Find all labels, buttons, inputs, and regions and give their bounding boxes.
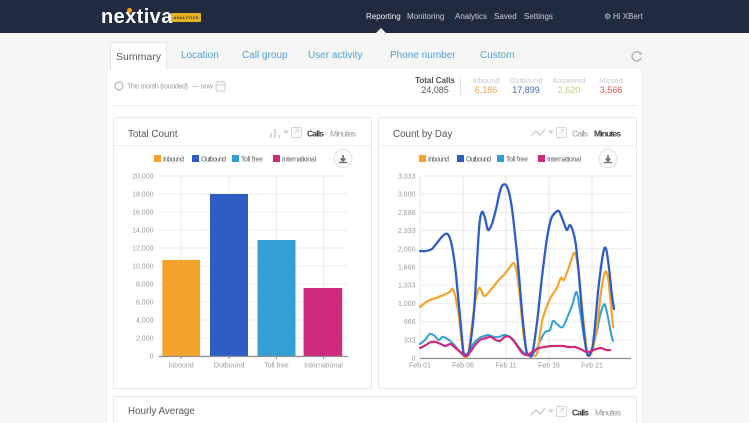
svg-text:Feb 21: Feb 21 (581, 363, 603, 370)
svg-text:6,000: 6,000 (136, 300, 154, 307)
svg-text:0: 0 (150, 354, 154, 361)
svg-text:1,333: 1,333 (398, 283, 416, 290)
svg-text:Minutes: Minutes (330, 129, 356, 139)
svg-text:Inbound: Inbound (428, 157, 449, 164)
svg-text:2,333: 2,333 (398, 228, 416, 235)
svg-text:4,000: 4,000 (136, 318, 154, 325)
svg-text:Count by Day: Count by Day (393, 129, 452, 140)
svg-text:Calls: Calls (572, 408, 589, 418)
svg-text:0: 0 (412, 356, 416, 363)
svg-text:Inbound: Inbound (163, 157, 184, 164)
svg-text:Inbound: Inbound (168, 363, 193, 370)
svg-text:Feb 16: Feb 16 (538, 363, 560, 370)
svg-text:This month (rounded): This month (rounded) (127, 84, 188, 91)
svg-text:Toll free: Toll free (241, 157, 263, 164)
svg-text:333: 333 (404, 337, 416, 344)
svg-text:now: now (201, 84, 214, 91)
svg-text:2,666: 2,666 (398, 210, 416, 217)
svg-text:12,000: 12,000 (132, 246, 154, 253)
svg-text:—: — (192, 84, 199, 91)
svg-text:18,000: 18,000 (132, 192, 154, 199)
svg-text:8,000: 8,000 (136, 282, 154, 289)
svg-text:Toll free: Toll free (264, 363, 289, 370)
svg-text:Toll free: Toll free (506, 157, 528, 164)
svg-text:10,000: 10,000 (132, 264, 154, 271)
svg-text:14,000: 14,000 (132, 228, 154, 235)
svg-text:2,000: 2,000 (398, 246, 416, 253)
svg-text:International: International (547, 157, 581, 164)
svg-text:International: International (304, 363, 343, 370)
svg-text:Calls: Calls (572, 129, 588, 139)
svg-text:Outbound: Outbound (201, 157, 226, 164)
svg-text:Feb 01: Feb 01 (409, 363, 431, 370)
svg-text:Outbound: Outbound (214, 363, 245, 370)
svg-text:3,333: 3,333 (398, 174, 416, 181)
svg-text:3,000: 3,000 (398, 192, 416, 199)
svg-text:Outbound: Outbound (466, 157, 491, 164)
svg-text:Minutes: Minutes (594, 129, 621, 139)
svg-text:1,000: 1,000 (398, 301, 416, 308)
svg-text:Minutes: Minutes (595, 408, 621, 418)
svg-text:Hourly Average: Hourly Average (128, 406, 195, 417)
svg-text:2,000: 2,000 (136, 336, 154, 343)
svg-text:International: International (282, 157, 316, 164)
svg-text:Calls: Calls (307, 129, 324, 139)
svg-text:Total Count: Total Count (128, 129, 178, 140)
svg-text:666: 666 (404, 319, 416, 326)
svg-text:16,000: 16,000 (132, 210, 154, 217)
svg-text:Feb 06: Feb 06 (452, 363, 474, 370)
svg-text:Feb 11: Feb 11 (495, 363, 516, 370)
svg-text:20,000: 20,000 (132, 174, 154, 181)
svg-text:1,666: 1,666 (398, 265, 416, 272)
